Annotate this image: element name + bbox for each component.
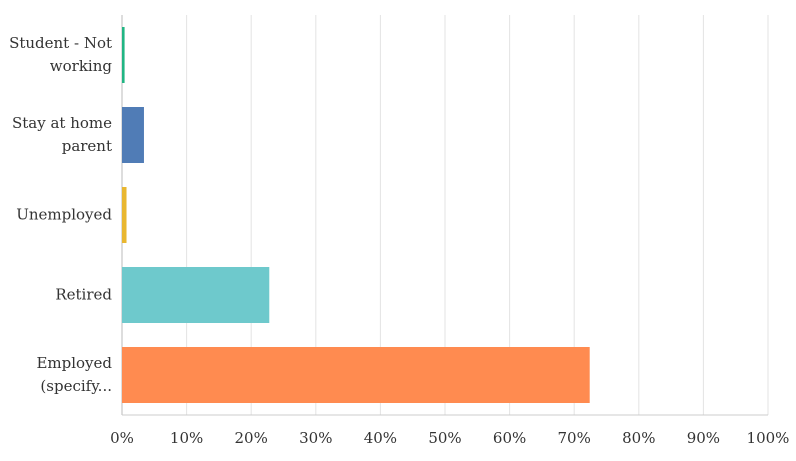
bar <box>122 187 127 243</box>
x-tick-label: 100% <box>747 429 790 447</box>
x-tick-label: 0% <box>110 429 134 447</box>
x-tick-label: 90% <box>687 429 720 447</box>
bar <box>122 27 125 83</box>
x-tick-label: 70% <box>558 429 591 447</box>
bar <box>122 267 270 323</box>
x-tick-label: 20% <box>235 429 268 447</box>
bar <box>122 347 590 403</box>
bar <box>122 107 144 163</box>
x-tick-label: 50% <box>428 429 461 447</box>
x-tick-label: 80% <box>622 429 655 447</box>
x-tick-label: 10% <box>170 429 203 447</box>
y-tick-label: Retired <box>55 285 112 304</box>
x-tick-label: 40% <box>364 429 397 447</box>
x-tick-label: 60% <box>493 429 526 447</box>
y-tick-label: Unemployed <box>16 205 112 224</box>
y-tick-label: Student - Not working <box>9 34 112 75</box>
x-tick-label: 30% <box>299 429 332 447</box>
y-tick-label: Stay at home parent <box>11 114 112 155</box>
y-tick-label: Employed (specify... <box>36 354 112 395</box>
